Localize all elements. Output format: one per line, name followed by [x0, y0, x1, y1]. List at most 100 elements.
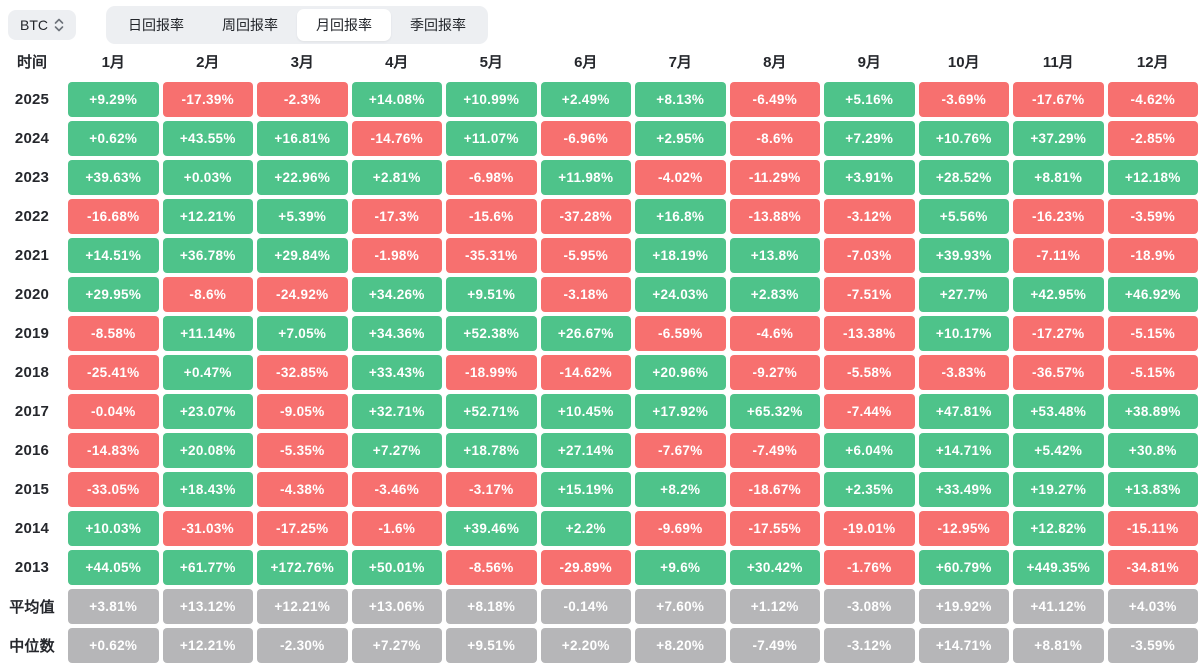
return-cell: +39.93%: [918, 238, 1009, 273]
row-label: 2023: [14, 169, 50, 186]
return-cell: +10.03%: [68, 511, 159, 546]
return-cell: +5.42%: [1013, 433, 1104, 468]
return-cell: -3.18%: [540, 277, 631, 312]
tab-weekly-returns[interactable]: 周回报率: [203, 9, 297, 41]
return-cell: -7.67%: [635, 433, 726, 468]
return-cell: -3.12%: [824, 628, 915, 663]
return-cell: +12.82%: [1013, 511, 1104, 546]
return-cell: -1.76%: [824, 550, 915, 585]
return-cell: -6.96%: [540, 121, 631, 156]
return-cell: +13.8%: [729, 238, 820, 273]
month-header: 10月: [947, 53, 980, 71]
return-cell: -32.85%: [257, 355, 348, 390]
table-row: 2016 -14.83% +20.08% -5.35% +7.27% +18.78% +27…: [0, 433, 1199, 468]
return-cell: +44.05%: [68, 550, 159, 585]
return-cell: -25.41%: [68, 355, 159, 390]
return-cell: +2.20%: [540, 628, 631, 663]
return-cell: -12.95%: [918, 511, 1009, 546]
return-cell: -17.3%: [351, 199, 442, 234]
return-cell: +19.92%: [918, 589, 1009, 624]
table-row: 2020 +29.95% -8.6% -24.92% +34.26% +9.51% -3.1…: [0, 277, 1199, 312]
return-cell: -3.12%: [824, 199, 915, 234]
return-cell: -6.98%: [446, 160, 537, 195]
return-cell: +11.07%: [446, 121, 537, 156]
return-cell: +13.06%: [351, 589, 442, 624]
return-cell: -33.05%: [68, 472, 159, 507]
month-header: 1月: [101, 53, 125, 71]
return-cell: +52.38%: [446, 316, 537, 351]
row-label: 2013: [14, 559, 50, 576]
return-period-tabs: 日回报率 周回报率 月回报率 季回报率: [106, 6, 488, 44]
return-cell: -31.03%: [162, 511, 253, 546]
return-cell: +0.62%: [68, 628, 159, 663]
return-cell: -13.38%: [824, 316, 915, 351]
return-cell: -0.04%: [68, 394, 159, 429]
return-cell: -15.6%: [446, 199, 537, 234]
return-cell: -1.6%: [351, 511, 442, 546]
return-cell: -9.27%: [729, 355, 820, 390]
returns-table: 2025 +9.29% -17.39% -2.3% +14.08% +10.99% +2.4…: [0, 82, 1199, 663]
return-cell: +19.27%: [1013, 472, 1104, 507]
return-cell: -7.44%: [824, 394, 915, 429]
return-cell: +60.79%: [918, 550, 1009, 585]
month-header: 4月: [385, 53, 409, 71]
return-cell: +53.48%: [1013, 394, 1104, 429]
row-label: 2021: [14, 247, 50, 264]
return-cell: +9.51%: [446, 277, 537, 312]
return-cell: +43.55%: [162, 121, 253, 156]
return-cell: +14.08%: [351, 82, 442, 117]
return-cell: +14.51%: [68, 238, 159, 273]
return-cell: +23.07%: [162, 394, 253, 429]
return-cell: -19.01%: [824, 511, 915, 546]
coin-selector[interactable]: BTC: [8, 10, 76, 40]
return-cell: -17.67%: [1013, 82, 1104, 117]
tab-daily-returns[interactable]: 日回报率: [109, 9, 203, 41]
return-cell: -0.14%: [540, 589, 631, 624]
tab-monthly-returns[interactable]: 月回报率: [297, 9, 391, 41]
return-cell: -17.39%: [162, 82, 253, 117]
return-cell: -4.38%: [257, 472, 348, 507]
return-cell: +7.05%: [257, 316, 348, 351]
return-cell: -7.03%: [824, 238, 915, 273]
return-cell: -4.02%: [635, 160, 726, 195]
return-cell: +15.19%: [540, 472, 631, 507]
return-cell: +52.71%: [446, 394, 537, 429]
toolbar: BTC 日回报率 周回报率 月回报率 季回报率: [0, 0, 1199, 46]
coin-selector-label: BTC: [20, 17, 48, 33]
return-cell: +20.08%: [162, 433, 253, 468]
return-cell: -1.98%: [351, 238, 442, 273]
table-row: 2019 -8.58% +11.14% +7.05% +34.36% +52.38% +26…: [0, 316, 1199, 351]
return-cell: +38.89%: [1107, 394, 1198, 429]
return-cell: -4.6%: [729, 316, 820, 351]
return-cell: +9.6%: [635, 550, 726, 585]
table-header-row: 时间 1月 2月 3月 4月 5月 6月 7月 8月 9月 10月 11月 12月: [0, 48, 1199, 74]
return-cell: +0.47%: [162, 355, 253, 390]
return-cell: +8.20%: [635, 628, 726, 663]
return-cell: -13.88%: [729, 199, 820, 234]
return-cell: +3.81%: [68, 589, 159, 624]
return-cell: -36.57%: [1013, 355, 1104, 390]
return-cell: -5.15%: [1107, 316, 1198, 351]
table-row: 2025 +9.29% -17.39% -2.3% +14.08% +10.99% +2.4…: [0, 82, 1199, 117]
table-row: 2024 +0.62% +43.55% +16.81% -14.76% +11.07% -6…: [0, 121, 1199, 156]
return-cell: -29.89%: [540, 550, 631, 585]
table-row: 2014 +10.03% -31.03% -17.25% -1.6% +39.46% +2.…: [0, 511, 1199, 546]
return-cell: -35.31%: [446, 238, 537, 273]
month-header: 5月: [479, 53, 503, 71]
return-cell: +8.81%: [1013, 628, 1104, 663]
return-cell: +28.52%: [918, 160, 1009, 195]
time-column-header: 时间: [16, 53, 47, 71]
month-header: 12月: [1136, 53, 1169, 71]
row-label: 中位数: [9, 638, 55, 655]
month-header: 9月: [857, 53, 881, 71]
return-cell: -5.35%: [257, 433, 348, 468]
return-cell: +8.2%: [635, 472, 726, 507]
row-label: 平均值: [9, 599, 55, 616]
tab-quarterly-returns[interactable]: 季回报率: [391, 9, 485, 41]
return-cell: +61.77%: [162, 550, 253, 585]
return-cell: -7.51%: [824, 277, 915, 312]
return-cell: -16.23%: [1013, 199, 1104, 234]
return-cell: +13.12%: [162, 589, 253, 624]
return-cell: -8.56%: [446, 550, 537, 585]
return-cell: -2.85%: [1107, 121, 1198, 156]
